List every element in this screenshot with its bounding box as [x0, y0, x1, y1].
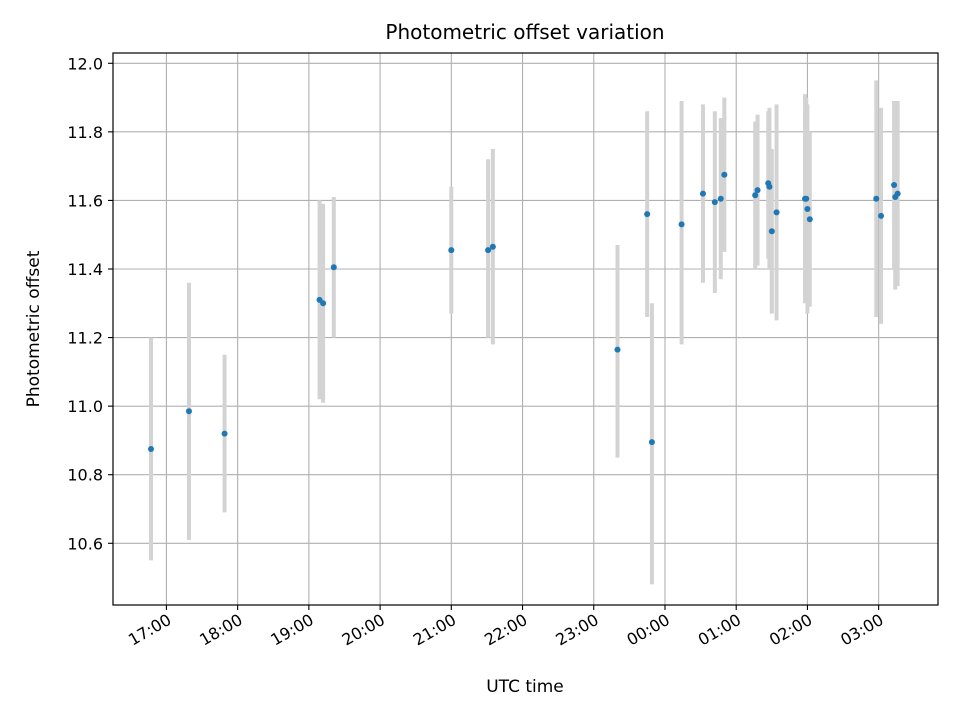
data-point: [221, 430, 228, 437]
data-point: [330, 264, 337, 271]
y-tick-label: 11.6: [67, 191, 103, 210]
data-point: [766, 183, 773, 190]
y-tick-label: 12.0: [67, 54, 103, 73]
y-tick-label: 10.6: [67, 534, 103, 553]
x-axis-title: UTC time: [486, 677, 564, 697]
data-point: [891, 182, 898, 188]
data-point: [773, 209, 780, 216]
data-point: [804, 206, 811, 212]
data-points: [147, 171, 901, 452]
y-tick-label: 11.0: [67, 397, 103, 416]
data-point: [754, 187, 761, 194]
data-point: [648, 439, 655, 446]
data-point: [873, 195, 880, 202]
y-tick-label: 11.4: [67, 260, 103, 279]
data-point: [185, 408, 192, 415]
y-tick-label: 10.8: [67, 466, 103, 485]
grid: [113, 53, 938, 605]
data-point: [678, 221, 685, 228]
data-point: [768, 228, 775, 235]
y-tick-label: 11.2: [67, 329, 103, 348]
y-axis-title: Photometric offset: [24, 250, 44, 407]
data-point: [699, 190, 706, 197]
data-point: [806, 216, 813, 223]
data-point: [489, 243, 496, 250]
data-point: [717, 195, 724, 202]
data-point: [721, 171, 728, 178]
data-point: [448, 247, 455, 254]
data-point: [485, 247, 492, 254]
data-point: [711, 199, 718, 206]
data-point: [320, 300, 327, 307]
data-point: [878, 212, 885, 219]
data-point: [644, 211, 651, 218]
y-tick-label: 11.8: [67, 123, 103, 142]
data-point: [614, 346, 621, 353]
chart-title: Photometric offset variation: [385, 20, 664, 44]
data-point: [803, 195, 810, 202]
plot-frame: [112, 52, 939, 606]
data-point: [147, 446, 154, 452]
data-point: [894, 190, 901, 197]
data-point: [752, 192, 759, 199]
